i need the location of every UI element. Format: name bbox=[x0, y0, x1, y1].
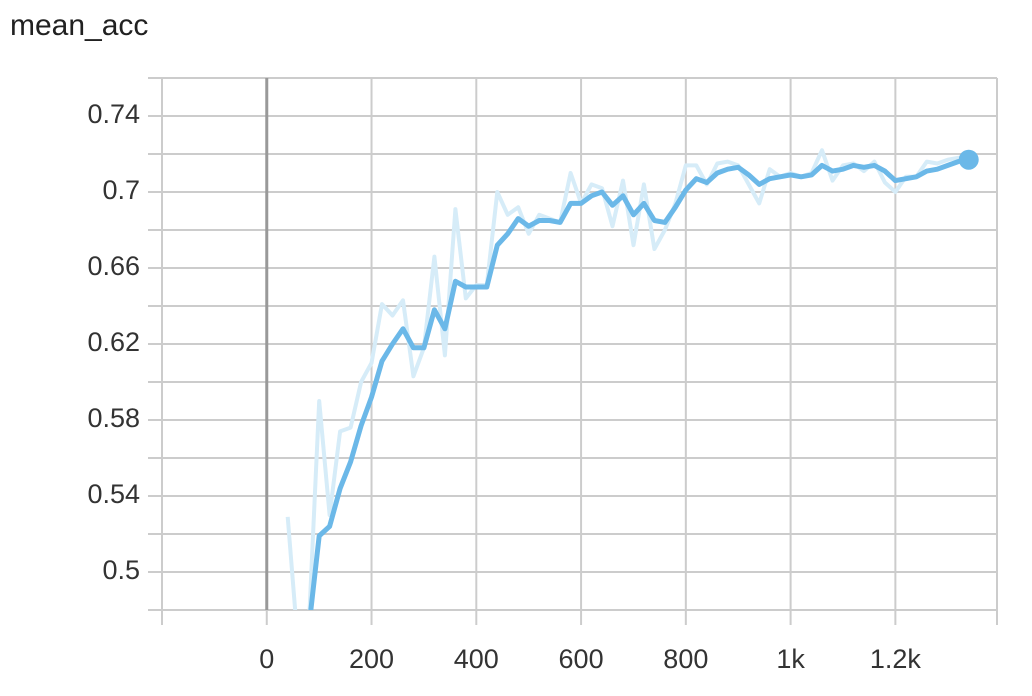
x-tick-label: 1k bbox=[776, 644, 805, 674]
x-tick-label: 400 bbox=[454, 644, 499, 674]
series-line bbox=[285, 148, 970, 610]
x-tick-label: 0 bbox=[259, 644, 274, 674]
plot-area bbox=[285, 148, 970, 610]
end-point bbox=[958, 149, 979, 170]
y-tick-label: 0.7 bbox=[102, 175, 140, 205]
x-tick-label: 200 bbox=[349, 644, 394, 674]
chart-title: mean_acc bbox=[10, 9, 148, 42]
x-tick-label: 800 bbox=[663, 644, 708, 674]
y-tick-label: 0.5 bbox=[102, 555, 140, 585]
y-tick-label: 0.74 bbox=[87, 99, 140, 129]
x-tick-label: 1.2k bbox=[870, 644, 922, 674]
x-tick-label: 600 bbox=[559, 644, 604, 674]
series-line bbox=[308, 157, 970, 610]
grid: 0.5 0.54 0.58 0.62 0.66 0.7 0.74 0 200 400 600 800 1… bbox=[87, 77, 997, 674]
y-tick-label: 0.58 bbox=[87, 403, 140, 433]
y-tick-label: 0.54 bbox=[87, 479, 140, 509]
y-tick-label: 0.62 bbox=[87, 327, 140, 357]
y-tick-label: 0.66 bbox=[87, 251, 140, 281]
